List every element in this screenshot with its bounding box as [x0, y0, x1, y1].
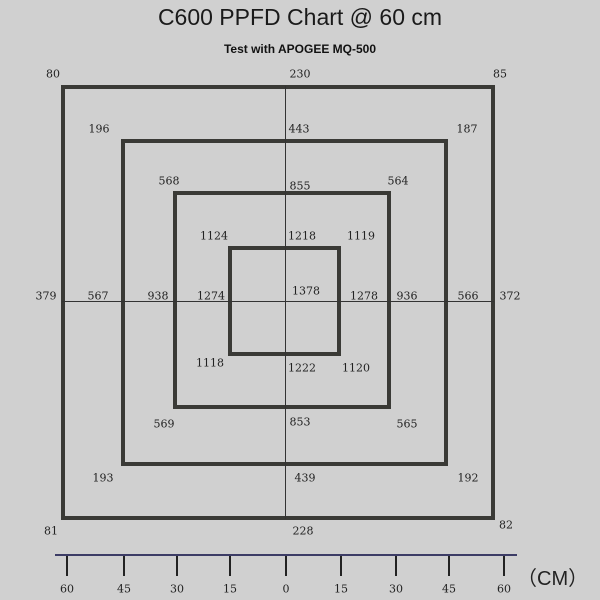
axis-tick-label: 60 [60, 582, 74, 596]
axis-tick-label: 0 [282, 582, 290, 596]
reading-center: 1378 [292, 284, 320, 298]
axis-tick-label: 45 [442, 582, 456, 596]
reading-ring3-top-left: 568 [158, 174, 180, 188]
axis-tick-label: 60 [497, 582, 511, 596]
reading-ring3-bottom-right: 565 [396, 417, 418, 431]
reading-ring2-bottom-right: 192 [457, 471, 479, 485]
axis-tick [340, 556, 342, 576]
reading-inner-left: 1274 [197, 289, 225, 303]
axis-tick-label: 15 [223, 582, 237, 596]
reading-ring2-right: 566 [457, 289, 479, 303]
reading-inner-bottom-left: 1118 [196, 356, 224, 370]
ring2-square [121, 139, 448, 466]
reading-outer-right: 372 [499, 289, 521, 303]
vertical-crosshair [285, 86, 286, 519]
reading-inner-top-left: 1124 [200, 229, 228, 243]
reading-ring3-bottom: 853 [289, 415, 311, 429]
reading-outer-top-left: 80 [46, 67, 60, 81]
reading-outer-top: 230 [289, 67, 311, 81]
axis-tick [285, 556, 287, 576]
reading-ring3-right: 936 [396, 289, 418, 303]
axis-tick-label: 45 [117, 582, 131, 596]
reading-ring2-top-left: 196 [88, 122, 110, 136]
axis-tick [229, 556, 231, 576]
reading-ring2-top: 443 [288, 122, 310, 136]
axis-tick [503, 556, 505, 576]
axis-tick [66, 556, 68, 576]
reading-inner-bottom-right: 1120 [342, 361, 370, 375]
axis-tick [395, 556, 397, 576]
chart-title: C600 PPFD Chart @ 60 cm [157, 4, 443, 30]
reading-inner-top: 1218 [288, 229, 316, 243]
reading-inner-top-right: 1119 [347, 229, 375, 243]
reading-ring3-bottom-left: 569 [153, 417, 175, 431]
reading-ring2-bottom: 439 [294, 471, 316, 485]
reading-outer-top-right: 85 [493, 67, 507, 81]
axis-tick-label: 30 [389, 582, 403, 596]
reading-ring2-top-right: 187 [456, 122, 478, 136]
reading-inner-bottom: 1222 [288, 361, 316, 375]
outer-square [61, 85, 495, 520]
reading-outer-bottom-right: 82 [499, 518, 513, 532]
axis-tick [176, 556, 178, 576]
reading-ring3-top-right: 564 [387, 174, 409, 188]
reading-ring3-left: 938 [147, 289, 169, 303]
axis-tick-label: 15 [334, 582, 348, 596]
axis-tick-label: 30 [170, 582, 184, 596]
axis-unit-label: （CM） [517, 568, 589, 590]
axis-tick [448, 556, 450, 576]
distance-axis-line [55, 554, 517, 556]
ring3-square [173, 191, 391, 409]
chart-subtitle: Test with APOGEE MQ-500 [223, 42, 377, 56]
reading-ring3-top: 855 [289, 179, 311, 193]
reading-outer-left: 379 [35, 289, 57, 303]
axis-tick [123, 556, 125, 576]
reading-ring2-bottom-left: 193 [92, 471, 114, 485]
horizontal-crosshair [62, 301, 494, 302]
reading-outer-bottom: 228 [292, 524, 314, 538]
reading-outer-bottom-left: 81 [44, 524, 58, 538]
reading-ring2-left: 567 [87, 289, 109, 303]
reading-inner-right: 1278 [350, 289, 378, 303]
